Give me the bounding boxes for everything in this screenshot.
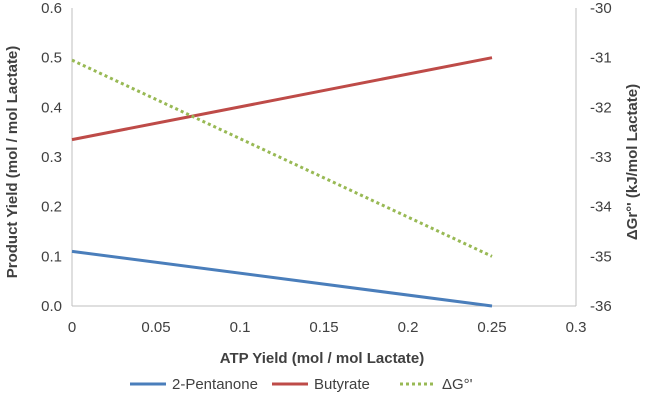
y-tick-labels: 0.0 0.1 0.2 0.3 0.4 0.5 0.6	[41, 0, 62, 315]
x-axis-title: ATP Yield (mol / mol Lactate)	[220, 350, 425, 367]
legend: 2-Pentanone Butyrate ΔG°'	[130, 376, 473, 393]
legend-label: Butyrate	[314, 376, 370, 393]
x-tick-label: 0	[68, 319, 76, 336]
y2-tick-label: -32	[590, 99, 612, 116]
y2-tick-label: -36	[590, 298, 612, 315]
series-line-2-pentanone	[71, 249, 493, 308]
y-tick-label: 0.6	[41, 0, 62, 17]
y-tick-label: 0.1	[41, 248, 62, 265]
y-tick-label: 0.5	[41, 50, 62, 67]
y2-axis-title: ΔGr°' (kJ/mol Lactate)	[624, 84, 641, 240]
y-tick-label: 0.0	[41, 298, 62, 315]
y2-tick-labels: -36 -35 -34 -33 -32 -31 -30	[590, 0, 612, 315]
series-line-g	[71, 58, 493, 258]
legend-label: ΔG°'	[442, 376, 473, 393]
x-tick-label: 0.1	[230, 319, 251, 336]
x-tick-label: 0.05	[141, 319, 170, 336]
x-tick-labels: 0 0.05 0.1 0.15 0.2 0.25 0.3	[68, 319, 587, 336]
x-tick-label: 0.3	[566, 319, 587, 336]
y-tick-label: 0.4	[41, 99, 62, 116]
y2-tick-label: -34	[590, 199, 612, 216]
y-axis-title: Product Yield (mol / mol Lactate)	[4, 46, 21, 279]
legend-label: 2-Pentanone	[172, 376, 258, 393]
x-tick-label: 0.15	[309, 319, 338, 336]
x-tick-label: 0.2	[398, 319, 419, 336]
y-tick-label: 0.2	[41, 199, 62, 216]
series-line-butyrate	[71, 56, 493, 142]
y2-tick-label: -33	[590, 149, 612, 166]
y-tick-label: 0.3	[41, 149, 62, 166]
series-lines	[71, 56, 493, 308]
y2-tick-label: -35	[590, 248, 612, 265]
x-tick-label: 0.25	[477, 319, 506, 336]
y2-tick-label: -31	[590, 50, 612, 67]
y2-tick-label: -30	[590, 0, 612, 17]
